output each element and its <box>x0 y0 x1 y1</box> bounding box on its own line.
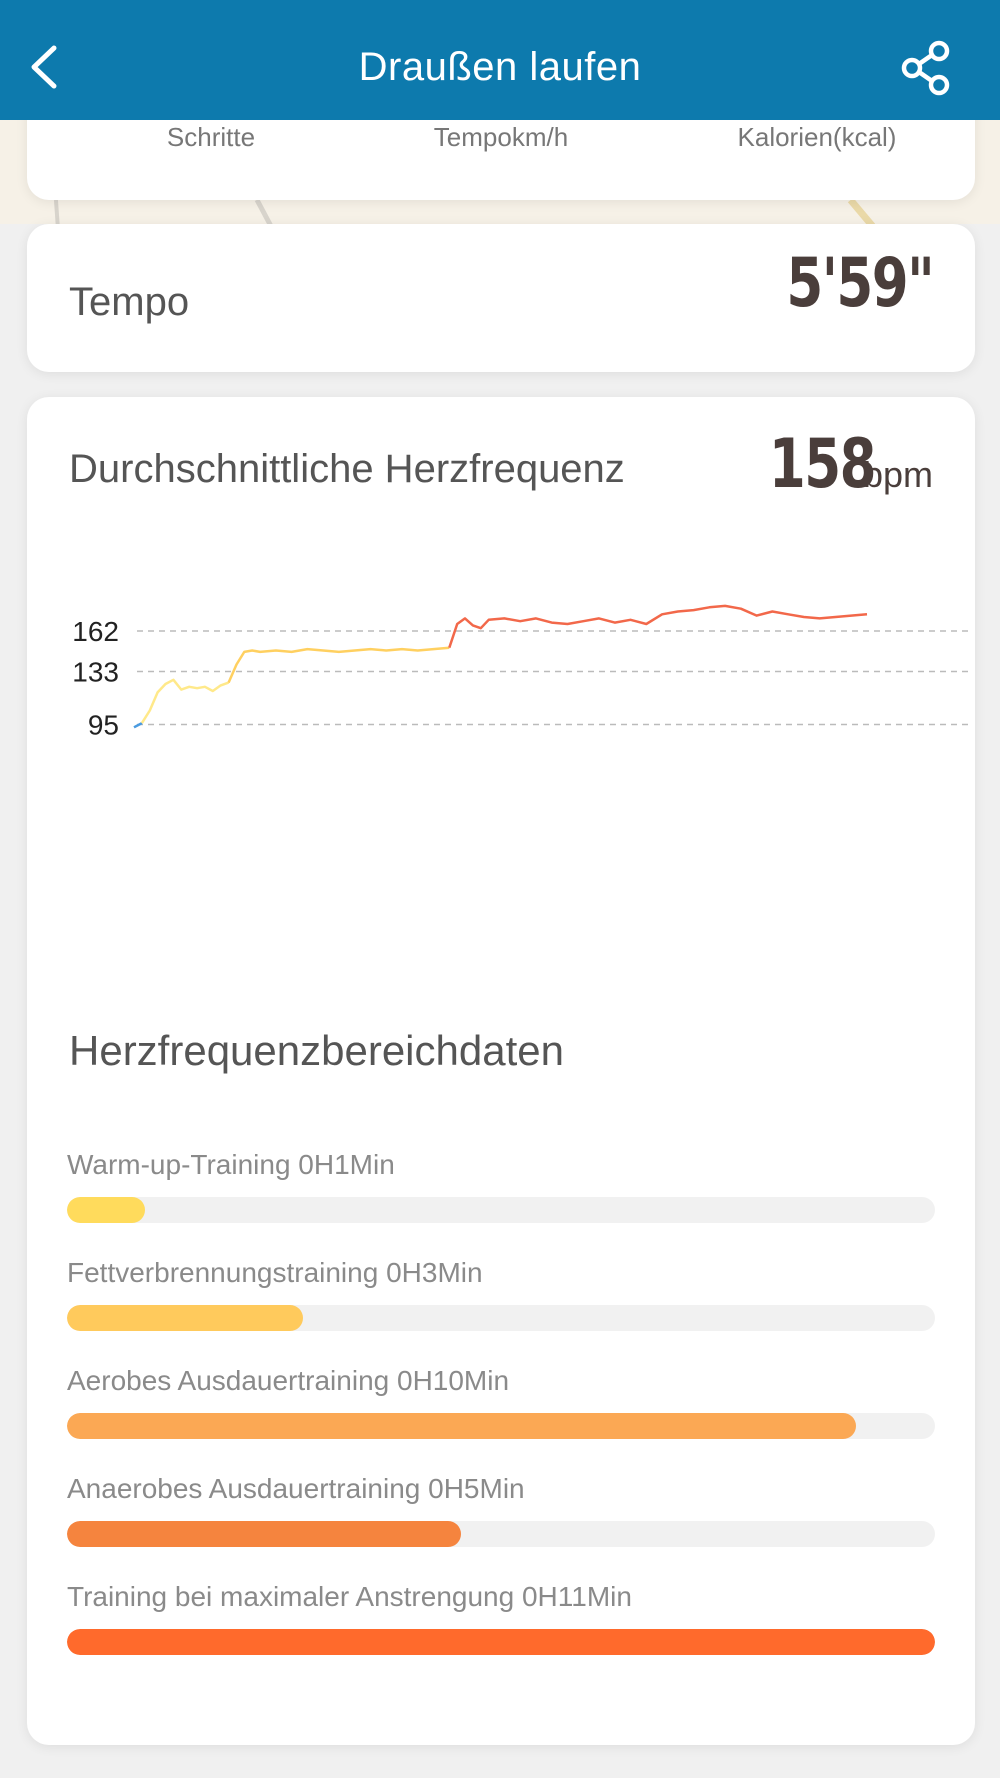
app-header: Draußen laufen <box>0 0 1000 120</box>
chevron-left-icon <box>31 45 57 89</box>
page-title: Draußen laufen <box>358 45 642 89</box>
zone-progress-track <box>67 1413 935 1439</box>
heart-rate-average: 158bpm <box>739 425 933 504</box>
zone-maximum: Training bei maximaler Anstrengung 0H11M… <box>67 1577 935 1655</box>
back-button[interactable] <box>24 38 72 96</box>
zone-progress-fill <box>67 1197 146 1223</box>
zone-progress-fill <box>67 1629 935 1655</box>
zone-progress-track <box>67 1197 935 1223</box>
zone-aerobic: Aerobes Ausdauertraining 0H10Min <box>67 1361 935 1439</box>
zone-fat-burn: Fettverbrennungstraining 0H3Min <box>67 1253 935 1331</box>
zone-label: Warm-up-Training 0H1Min <box>67 1149 395 1180</box>
chart-tick-label: 95 <box>88 710 119 741</box>
zone-label: Aerobes Ausdauertraining 0H10Min <box>67 1365 510 1396</box>
heart-rate-chart: 162 133 95 <box>72 604 970 741</box>
stat-label-steps: Schritte <box>166 122 256 152</box>
stat-label-speed: Tempokm/h <box>433 122 569 152</box>
zone-label: Anaerobes Ausdauertraining 0H5Min <box>67 1473 525 1504</box>
tempo-value: 5'59" <box>786 244 934 323</box>
tempo-card: Tempo 5'59" <box>27 224 975 372</box>
tempo-label: Tempo <box>69 280 190 324</box>
chart-series-line <box>140 678 230 724</box>
share-icon <box>901 40 950 96</box>
chart-series-line <box>133 721 143 729</box>
zone-progress-track <box>67 1305 935 1331</box>
zone-progress-fill <box>67 1305 304 1331</box>
heart-rate-value: 158 <box>768 425 877 504</box>
zone-progress-fill <box>67 1413 856 1439</box>
zone-progress-fill <box>67 1521 462 1547</box>
zones-title: Herzfrequenzbereichdaten <box>69 1027 564 1074</box>
chart-series-line <box>227 646 450 684</box>
chart-tick-label: 162 <box>72 616 119 647</box>
zone-label: Training bei maximaler Anstrengung 0H11M… <box>67 1581 632 1612</box>
heart-rate-title: Durchschnittliche Herzfrequenz <box>69 447 625 491</box>
zone-warmup: Warm-up-Training 0H1Min <box>67 1145 935 1223</box>
zone-progress-track <box>67 1521 935 1547</box>
heart-rate-unit: bpm <box>862 454 933 495</box>
chart-tick-label: 133 <box>72 656 119 687</box>
chart-series-line <box>448 604 868 649</box>
zone-anaerobic: Anaerobes Ausdauertraining 0H5Min <box>67 1469 935 1547</box>
heart-rate-card: Durchschnittliche Herzfrequenz 158bpm 16… <box>27 397 975 1745</box>
zone-label: Fettverbrennungstraining 0H3Min <box>67 1257 483 1288</box>
zone-progress-track <box>67 1629 935 1655</box>
stat-label-calories: Kalorien(kcal) <box>737 122 897 152</box>
share-button[interactable] <box>896 38 956 98</box>
